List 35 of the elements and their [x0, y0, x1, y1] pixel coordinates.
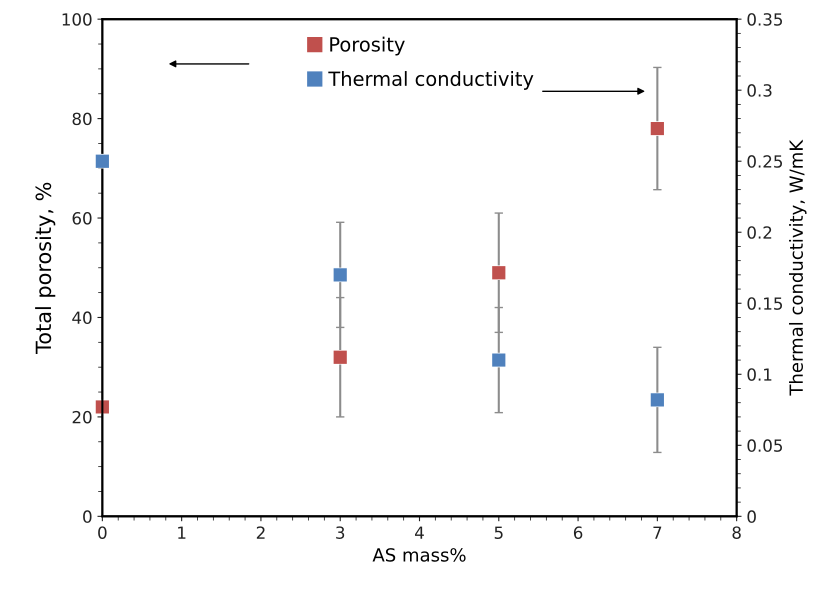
x-tick-label: 2 — [256, 526, 265, 539]
point — [650, 392, 665, 408]
legend-label: Porosity — [330, 36, 405, 56]
y2-axis-title: Thermal conductivity, W/mK — [789, 139, 807, 396]
x-tick-label: 3 — [336, 526, 344, 539]
x-tick-label: 0 — [98, 526, 107, 539]
y2-tick-label: 0.2 — [747, 226, 772, 239]
y-tick-label: 80 — [72, 112, 92, 126]
x-tick-label: 5 — [494, 526, 503, 539]
x-tick-label: 6 — [574, 526, 582, 539]
y2-tick-label: 0.15 — [747, 297, 782, 310]
x-tick-label: 1 — [178, 526, 186, 539]
y-axis-title: Total porosity, % — [35, 182, 56, 354]
y2-tick-label: 0 — [747, 510, 756, 523]
y-tick-label: 60 — [72, 212, 92, 225]
y-tick-label: 40 — [72, 311, 92, 324]
x-axis-title: AS mass% — [372, 548, 466, 562]
y2-tick-label: 0.25 — [747, 155, 782, 168]
y-tick-label: 0 — [83, 510, 92, 523]
y-tick-label: 20 — [72, 410, 92, 424]
point — [491, 352, 506, 368]
x-tick-label: 8 — [732, 526, 741, 539]
y2-tick-label: 0.3 — [747, 84, 772, 97]
y2-tick-label: 0.05 — [747, 439, 782, 452]
point — [332, 268, 348, 282]
point — [491, 265, 506, 280]
point — [95, 154, 110, 169]
point — [332, 350, 348, 365]
legend-label: Thermal conductivity — [328, 71, 534, 90]
x-tick-label: 7 — [653, 526, 662, 539]
x-tick-label: 4 — [415, 526, 424, 539]
point — [650, 121, 665, 136]
y2-tick-label: 0.1 — [747, 368, 772, 381]
y2-tick-label: 0.35 — [747, 13, 782, 26]
y-tick-label: 100 — [62, 13, 92, 26]
